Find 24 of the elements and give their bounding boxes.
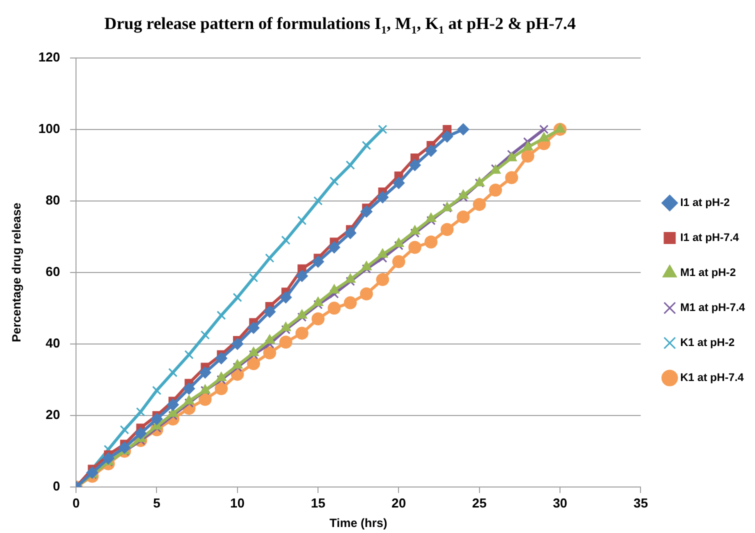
legend-label: K1 at pH-7.4	[680, 372, 745, 384]
x-tick-label: 25	[472, 495, 487, 510]
y-tick-label: 40	[46, 336, 60, 351]
legend-label: K1 at pH-2	[680, 337, 735, 350]
x-tick-label: 20	[391, 495, 406, 510]
legend-label: I1 at pH-7.4	[680, 232, 740, 244]
legend-label: M1 at pH-7.4	[680, 302, 746, 314]
x-tick-label: 10	[230, 495, 245, 510]
x-axis-title: Time (hrs)	[330, 516, 388, 530]
y-tick-label: 20	[46, 407, 60, 422]
x-tick-label: 35	[633, 495, 648, 510]
x-tick-label: 5	[153, 495, 160, 510]
x-tick-label: 15	[310, 495, 326, 510]
legend-label: I1 at pH-2	[680, 197, 730, 210]
y-tick-label: 0	[52, 478, 60, 494]
y-tick-label: 60	[46, 264, 60, 279]
y-tick-label: 80	[46, 192, 60, 208]
y-tick-label: 100	[38, 120, 60, 136]
chart-title: Drug release pattern of formulations I$_{1}$, M$_{1}$, K$_{1}$ at pH-2 & pH-7.4	[103, 14, 577, 36]
y-axis-title: Percentage drug release	[10, 202, 24, 342]
x-tick-label: 30	[552, 495, 568, 510]
legend-label: M1 at pH-2	[680, 267, 736, 280]
y-tick-label: 120	[38, 49, 60, 64]
x-tick-label: 0	[72, 495, 80, 510]
